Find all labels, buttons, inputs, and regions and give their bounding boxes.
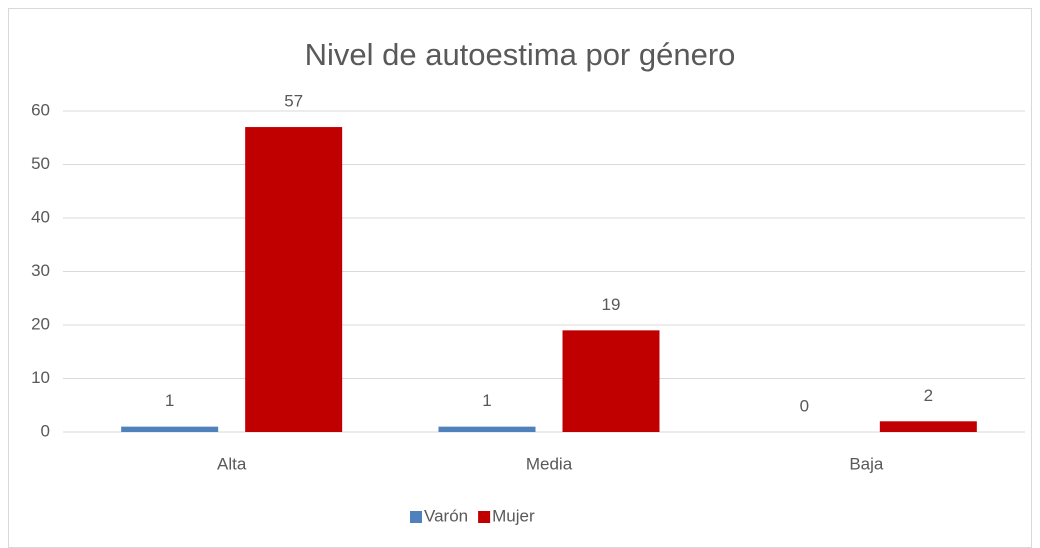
data-label: 1 [482,391,491,410]
chart-title: Nivel de autoestima por género [305,37,736,72]
y-tick-label: 10 [31,368,50,387]
legend-swatch [478,511,491,523]
bar [562,330,660,432]
x-tick-label: Alta [217,454,247,473]
legend-label: Mujer [492,506,535,525]
bar [245,127,343,433]
data-label: 1 [165,391,174,410]
y-tick-label: 20 [31,314,50,333]
x-tick-label: Media [526,454,573,473]
legend-label: Varón [424,506,468,525]
bar [879,421,977,432]
legend-swatch [410,511,422,523]
bar [438,426,536,432]
y-tick-label: 0 [41,421,50,440]
bar [121,426,219,432]
data-label: 57 [284,92,303,111]
y-tick-label: 30 [31,261,50,280]
data-label: 2 [924,386,933,405]
x-tick-label: Baja [849,454,884,473]
y-tick-label: 50 [31,154,50,173]
chart-border [8,8,1032,548]
data-label: 0 [800,396,809,415]
y-tick-label: 40 [31,207,50,226]
data-label: 19 [602,295,621,314]
y-tick-label: 60 [31,100,50,119]
